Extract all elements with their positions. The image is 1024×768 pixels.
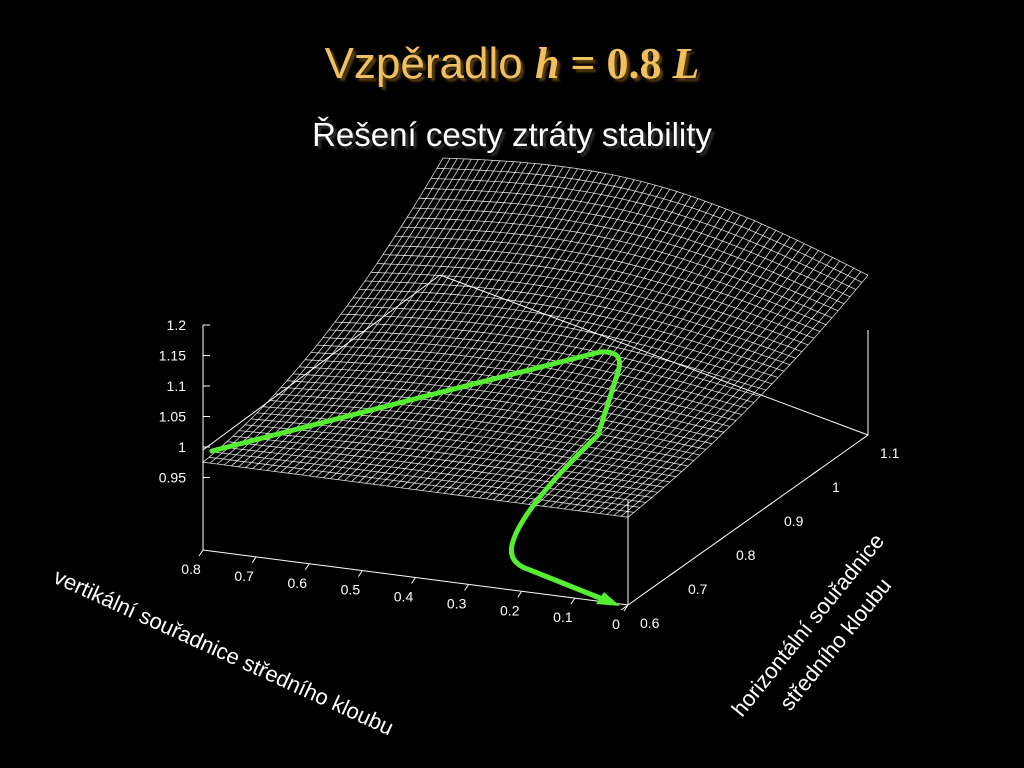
x-tick-label: 0.3	[447, 595, 467, 611]
y-tick-label: 1	[832, 479, 840, 495]
x-tick	[411, 577, 416, 584]
y-tick	[668, 570, 677, 577]
x-tick-label: 0	[612, 616, 620, 632]
formula-L: L	[672, 39, 700, 88]
y-tick-label: 0.8	[736, 547, 756, 563]
x-tick	[357, 570, 363, 577]
z-tick-label: 1	[178, 439, 186, 455]
y-tick-label: 0.6	[640, 615, 660, 631]
x-tick-label: 0.2	[500, 602, 520, 618]
z-tick-label: 1.05	[159, 409, 186, 425]
x-tick-label: 0.4	[394, 589, 414, 605]
x-tick-label: 0.1	[553, 609, 573, 625]
stability-path-line	[209, 349, 622, 601]
slide-subtitle: Řešení cesty ztráty stability	[312, 116, 712, 153]
x-tick	[251, 556, 257, 564]
x-tick-label: 0.5	[341, 582, 361, 598]
x-axis-ticks: 0.8 0.7 0.6 0.5 0.4 0.3 0.2 0.1 0	[181, 549, 629, 632]
y-axis-ticks: 0.6 0.7 0.8 0.9 1 1.1	[620, 434, 900, 631]
mesh-lines-x	[202, 157, 869, 518]
x-tick	[517, 590, 523, 598]
box-edge	[202, 274, 441, 451]
x-tick-label: 0.6	[288, 575, 308, 591]
box-edge	[627, 434, 869, 606]
box-edge	[439, 274, 869, 436]
x-tick	[464, 584, 470, 591]
x-tick	[304, 563, 310, 571]
y-tick-label: 0.9	[784, 513, 804, 529]
y-tick-label: 0.7	[688, 581, 708, 597]
stability-path	[209, 349, 622, 606]
y-tick	[620, 604, 629, 611]
formula-equals: = 0.8	[559, 39, 673, 88]
y-tick	[764, 502, 773, 509]
z-tick-label: 1.15	[159, 348, 186, 364]
formula-h: h	[534, 39, 560, 88]
z-tick-label: 1.2	[167, 317, 187, 333]
slide-title: Vzpěradlo h = 0.8 L	[0, 38, 1024, 89]
z-tick-label: 0.95	[159, 470, 186, 486]
bounding-box	[202, 274, 869, 606]
x-tick-label: 0.7	[234, 568, 254, 584]
y-tick-label: 1.1	[880, 445, 900, 461]
z-tick-label: 1.1	[167, 378, 187, 394]
stability-path-arrowhead	[596, 592, 620, 606]
title-text: Vzpěradlo	[324, 39, 523, 88]
y-tick	[812, 468, 821, 475]
y-tick	[860, 434, 869, 441]
y-tick	[716, 536, 725, 543]
z-axis-ticks: 1.2 1.15 1.1 1.05 1 0.95	[159, 317, 210, 486]
x-tick-label: 0.8	[181, 561, 201, 577]
surface-mesh	[202, 157, 869, 518]
x-tick	[198, 549, 204, 557]
title-formula: h = 0.8 L	[535, 39, 699, 88]
x-tick	[570, 597, 576, 605]
